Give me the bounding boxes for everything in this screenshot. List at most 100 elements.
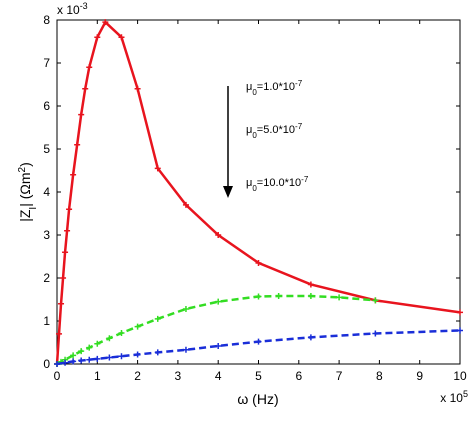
y-axis-label: |ZI| (Ωm2) xyxy=(17,162,39,222)
marker xyxy=(154,349,161,356)
annotation: μ0=10.0*10-7 xyxy=(246,175,309,193)
marker xyxy=(86,356,93,363)
annotation-sub: 0 xyxy=(252,88,257,97)
y-tick-label: 3 xyxy=(43,228,50,242)
marker xyxy=(94,340,101,347)
y-tick-label: 7 xyxy=(43,56,50,70)
marker xyxy=(86,64,93,71)
x-tick-label: 5 xyxy=(255,369,262,383)
annotation-sup: -7 xyxy=(295,79,303,88)
annotation-sub: 0 xyxy=(252,131,257,140)
marker xyxy=(94,355,101,362)
x-tick-label: 6 xyxy=(295,369,302,383)
annotation-sup: -7 xyxy=(295,122,303,131)
multiplier-exp: -3 xyxy=(80,1,88,11)
y-axis-label-part: |Z xyxy=(17,209,33,222)
marker xyxy=(54,361,60,367)
marker xyxy=(457,327,463,334)
marker xyxy=(307,334,314,341)
y-tick-label: 1 xyxy=(43,314,50,328)
marker xyxy=(154,165,161,172)
x-tick-label: 10 xyxy=(453,369,467,383)
marker xyxy=(106,335,113,342)
x-axis-label: ω (Hz) xyxy=(237,391,278,407)
marker xyxy=(372,330,379,337)
marker xyxy=(134,323,141,330)
marker xyxy=(66,206,73,213)
marker xyxy=(62,359,69,366)
y-tick-label: 2 xyxy=(43,271,50,285)
marker xyxy=(70,358,77,365)
y-axis-label-part: ) xyxy=(17,162,33,167)
marker xyxy=(307,293,314,300)
marker xyxy=(78,111,85,118)
marker xyxy=(307,281,314,288)
y-tick-label: 6 xyxy=(43,99,50,113)
annotation-sub: 0 xyxy=(252,184,257,193)
marker xyxy=(118,330,125,337)
axis-multiplier: x 10-3 xyxy=(57,1,88,17)
marker xyxy=(106,354,113,361)
y-tick-label: 0 xyxy=(43,357,50,371)
marker xyxy=(182,305,189,312)
arrow-head xyxy=(223,186,233,198)
annotation-mid: =1.0*10 xyxy=(257,81,295,93)
x-tick-label: 1 xyxy=(94,369,101,383)
annotation-base: μ xyxy=(246,177,252,189)
annotation-sup: -7 xyxy=(301,175,309,184)
marker xyxy=(56,330,63,337)
marker xyxy=(457,309,463,316)
marker xyxy=(215,232,222,238)
marker xyxy=(275,293,282,300)
marker xyxy=(70,171,77,178)
multiplier-base: x 10 xyxy=(57,3,80,17)
annotation-base: μ xyxy=(246,124,252,136)
marker xyxy=(74,141,81,148)
marker xyxy=(255,259,262,266)
marker xyxy=(182,346,189,353)
marker xyxy=(82,85,89,92)
marker xyxy=(86,344,93,351)
x-tick-label: 0 xyxy=(54,369,61,383)
y-tick-label: 5 xyxy=(43,142,50,156)
marker xyxy=(62,249,69,256)
marker xyxy=(255,338,262,345)
marker xyxy=(94,34,101,41)
marker xyxy=(182,201,189,208)
y-tick-label: 8 xyxy=(43,13,50,27)
multiplier-base: x 10 xyxy=(440,391,463,405)
annotation-mid: =10.0*10 xyxy=(257,177,301,189)
marker xyxy=(118,34,125,41)
annotation-base: μ xyxy=(246,81,252,93)
y-axis-label-part: I xyxy=(28,207,39,210)
marker xyxy=(372,297,379,304)
marker xyxy=(134,351,141,358)
annotation: μ0=1.0*10-7 xyxy=(246,79,303,97)
axis-multiplier: x 105 xyxy=(440,389,468,405)
x-tick-label: 8 xyxy=(376,369,383,383)
marker xyxy=(70,352,77,359)
y-axis-label-part: | (Ωm xyxy=(17,172,33,206)
marker xyxy=(78,348,85,355)
x-tick-label: 2 xyxy=(134,369,141,383)
marker xyxy=(78,357,85,364)
y-axis-label-part: 2 xyxy=(17,166,28,172)
marker xyxy=(58,300,65,307)
marker xyxy=(60,275,67,281)
x-tick-label: 4 xyxy=(215,369,222,383)
marker xyxy=(336,294,343,301)
marker xyxy=(154,315,161,322)
marker xyxy=(102,19,109,26)
marker xyxy=(64,227,71,234)
x-tick-label: 3 xyxy=(175,369,182,383)
x-tick-label: 7 xyxy=(336,369,343,383)
marker xyxy=(134,85,141,92)
x-tick-label: 9 xyxy=(416,369,423,383)
multiplier-exp: 5 xyxy=(463,389,468,399)
marker xyxy=(215,342,222,349)
y-tick-label: 4 xyxy=(43,185,50,199)
annotation: μ0=5.0*10-7 xyxy=(246,122,303,140)
annotation-mid: =5.0*10 xyxy=(257,124,295,136)
